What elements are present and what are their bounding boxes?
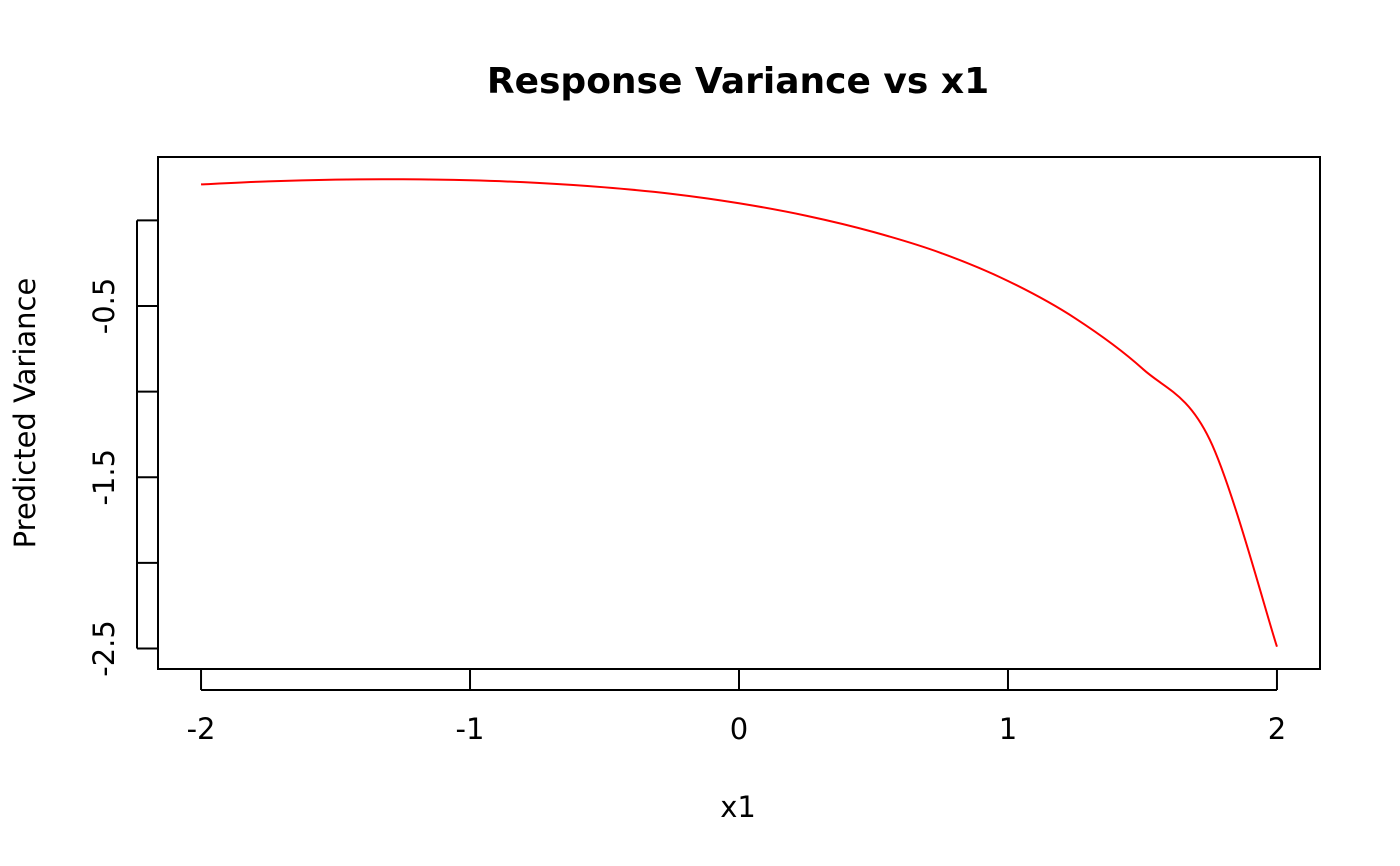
y-axis: -2.5 -1.5 -0.5 <box>87 219 158 677</box>
y-tick-label: -2.5 <box>87 620 121 677</box>
plot-frame <box>157 156 1321 670</box>
chart-title: Response Variance vs x1 <box>487 61 989 102</box>
series-line <box>200 178 1278 648</box>
x-axis: -2 -1 0 1 2 <box>187 669 1286 746</box>
y-axis-label: Predicted Variance <box>8 278 42 549</box>
y-tick-label: -1.5 <box>87 449 121 506</box>
x-tick-label: -2 <box>187 712 216 746</box>
y-tick-label: -0.5 <box>87 278 121 335</box>
x-tick-label: 2 <box>1268 712 1286 746</box>
x-tick-label: 1 <box>999 712 1017 746</box>
x-tick-label: 0 <box>730 712 748 746</box>
x-axis-label: x1 <box>720 790 756 824</box>
x-tick-label: -1 <box>456 712 485 746</box>
